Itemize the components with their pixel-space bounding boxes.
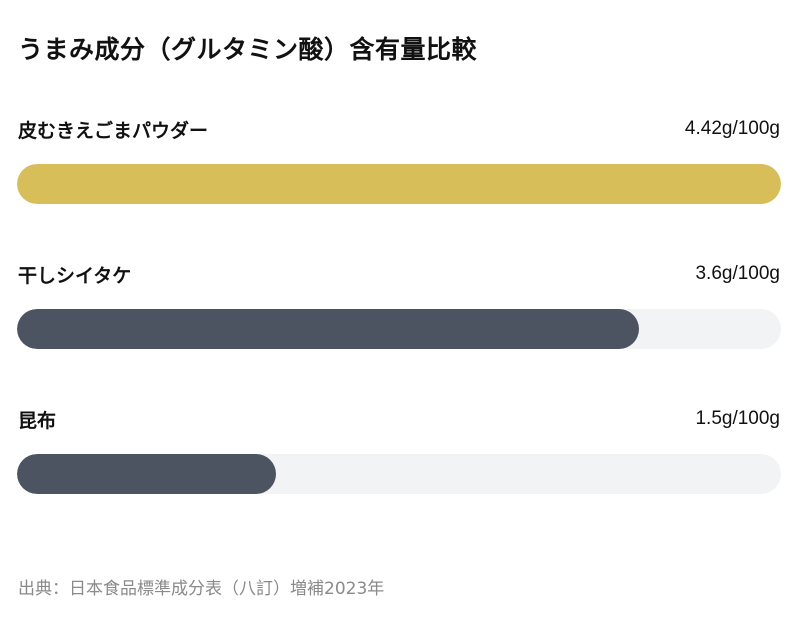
chart-title: うまみ成分（グルタミン酸）含有量比較 (18, 35, 478, 64)
bar-track-egoma (17, 164, 781, 204)
bar-fill-egoma (17, 164, 781, 204)
bar-label-shiitake: 干しシイタケ (18, 265, 132, 287)
bar-value-kombu: 1.5g/100g (695, 408, 780, 429)
bar-label-kombu: 昆布 (18, 410, 57, 432)
bar-track-shiitake (17, 309, 781, 349)
bar-value-shiitake: 3.6g/100g (695, 263, 780, 284)
bar-fill-kombu (17, 454, 277, 494)
source-note: 出典：日本食品標準成分表（八訂）増補2023年 (18, 579, 385, 599)
bar-value-egoma: 4.42g/100g (684, 118, 780, 139)
bar-label-egoma: 皮むきえごまパウダー (18, 120, 209, 142)
bar-fill-shiitake (17, 309, 640, 349)
bar-track-kombu (17, 454, 781, 494)
